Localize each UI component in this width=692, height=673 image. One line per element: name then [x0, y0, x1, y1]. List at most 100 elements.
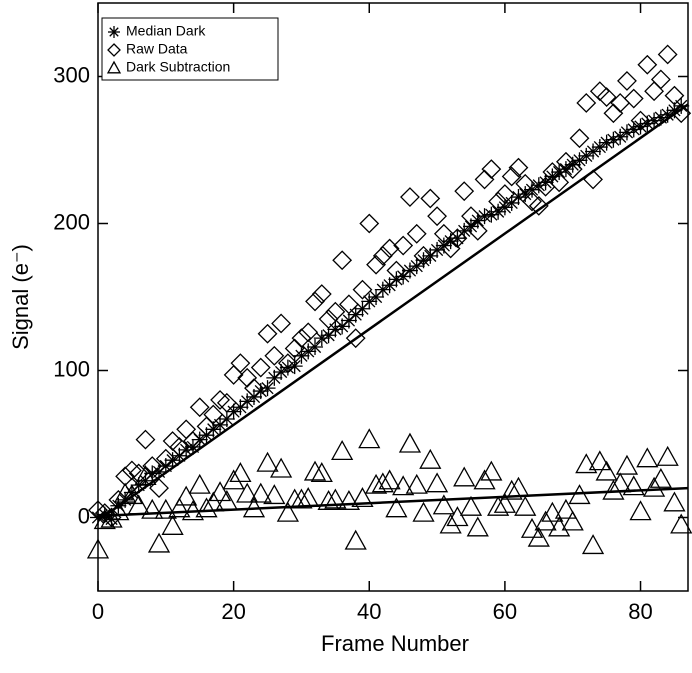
marker-stroke [647, 114, 661, 127]
marker-shape [276, 501, 299, 522]
data-point [625, 121, 642, 138]
data-point [256, 451, 279, 472]
plot-frame [97, 2, 689, 592]
data-point [311, 284, 332, 304]
data-point [249, 482, 272, 503]
marker-shape [269, 457, 293, 478]
marker-shape [406, 223, 427, 244]
marker-stroke [308, 340, 322, 354]
marker-shape [223, 364, 244, 385]
data-point [515, 173, 536, 194]
data-point [646, 112, 663, 129]
marker-shape [663, 491, 686, 512]
data-point [673, 97, 690, 114]
marker-shape [120, 484, 144, 505]
data-point [86, 538, 110, 559]
data-point [371, 472, 394, 493]
data-point [364, 473, 388, 494]
data-point [671, 103, 692, 124]
data-point [385, 497, 408, 518]
data-point [528, 195, 549, 216]
data-point [483, 206, 500, 223]
marker-shape [501, 166, 522, 187]
data-point [339, 294, 359, 315]
data-point [496, 199, 513, 216]
marker-stroke [600, 136, 613, 149]
data-point [466, 516, 489, 537]
marker-shape [528, 195, 549, 216]
data-point [569, 128, 590, 149]
data-point [386, 260, 407, 281]
marker-shape [372, 245, 393, 266]
marker-shape [439, 513, 462, 534]
data-point [630, 110, 651, 131]
marker-shape [467, 220, 488, 241]
marker-shape [542, 162, 563, 182]
marker-shape [413, 245, 434, 266]
data-point [554, 498, 578, 519]
marker-shape [135, 429, 156, 450]
data-point [420, 188, 441, 209]
data-point [277, 353, 298, 374]
data-point [583, 169, 603, 190]
data-point [652, 109, 669, 126]
data-point [474, 169, 495, 190]
marker-shape [602, 479, 625, 500]
marker-shape [378, 469, 401, 490]
marker-shape [466, 516, 489, 537]
data-point [400, 187, 420, 207]
data-point [524, 181, 541, 198]
data-point [664, 85, 685, 106]
y-tick-label: 0 [78, 503, 90, 528]
data-point [581, 534, 605, 555]
legend-box [101, 17, 279, 81]
data-point [508, 157, 529, 178]
marker-shape [256, 451, 279, 472]
marker-shape [454, 181, 475, 202]
data-point [405, 473, 428, 494]
marker-shape [494, 184, 515, 205]
data-point [307, 338, 324, 355]
marker-shape [183, 431, 203, 451]
marker-shape [636, 447, 659, 468]
marker-shape [249, 482, 272, 503]
data-point [609, 472, 632, 493]
data-point [617, 70, 637, 91]
data-point [313, 330, 330, 347]
marker-shape [161, 514, 184, 535]
data-point [551, 164, 568, 181]
marker-shape [188, 473, 211, 494]
data-point [501, 166, 522, 187]
data-point [670, 513, 692, 534]
data-point [297, 487, 320, 508]
marker-shape [344, 529, 367, 550]
data-point [358, 428, 381, 449]
marker-shape [575, 453, 598, 474]
data-point [446, 506, 469, 527]
marker-shape [106, 60, 122, 74]
marker-shape [100, 507, 123, 528]
marker-stroke [512, 190, 525, 204]
marker-shape [229, 462, 252, 483]
marker-shape [508, 157, 529, 178]
marker-shape [121, 460, 142, 481]
marker-shape [379, 238, 400, 259]
data-point [629, 500, 652, 521]
data-point [549, 172, 570, 193]
legend-label: Dark Subtraction [126, 59, 230, 75]
marker-shape [208, 481, 232, 502]
data-point [230, 353, 251, 374]
marker-shape [656, 445, 679, 466]
marker-shape [385, 497, 408, 518]
marker-shape [142, 456, 163, 476]
data-point [650, 69, 671, 90]
data-point [250, 357, 271, 378]
data-point [189, 397, 210, 418]
marker-shape [622, 475, 645, 496]
marker-shape [461, 206, 481, 227]
y-tick-label: 200 [53, 209, 90, 234]
marker-shape [432, 494, 455, 515]
data-point [264, 345, 285, 366]
marker-shape [149, 478, 169, 499]
data-point [488, 191, 509, 212]
